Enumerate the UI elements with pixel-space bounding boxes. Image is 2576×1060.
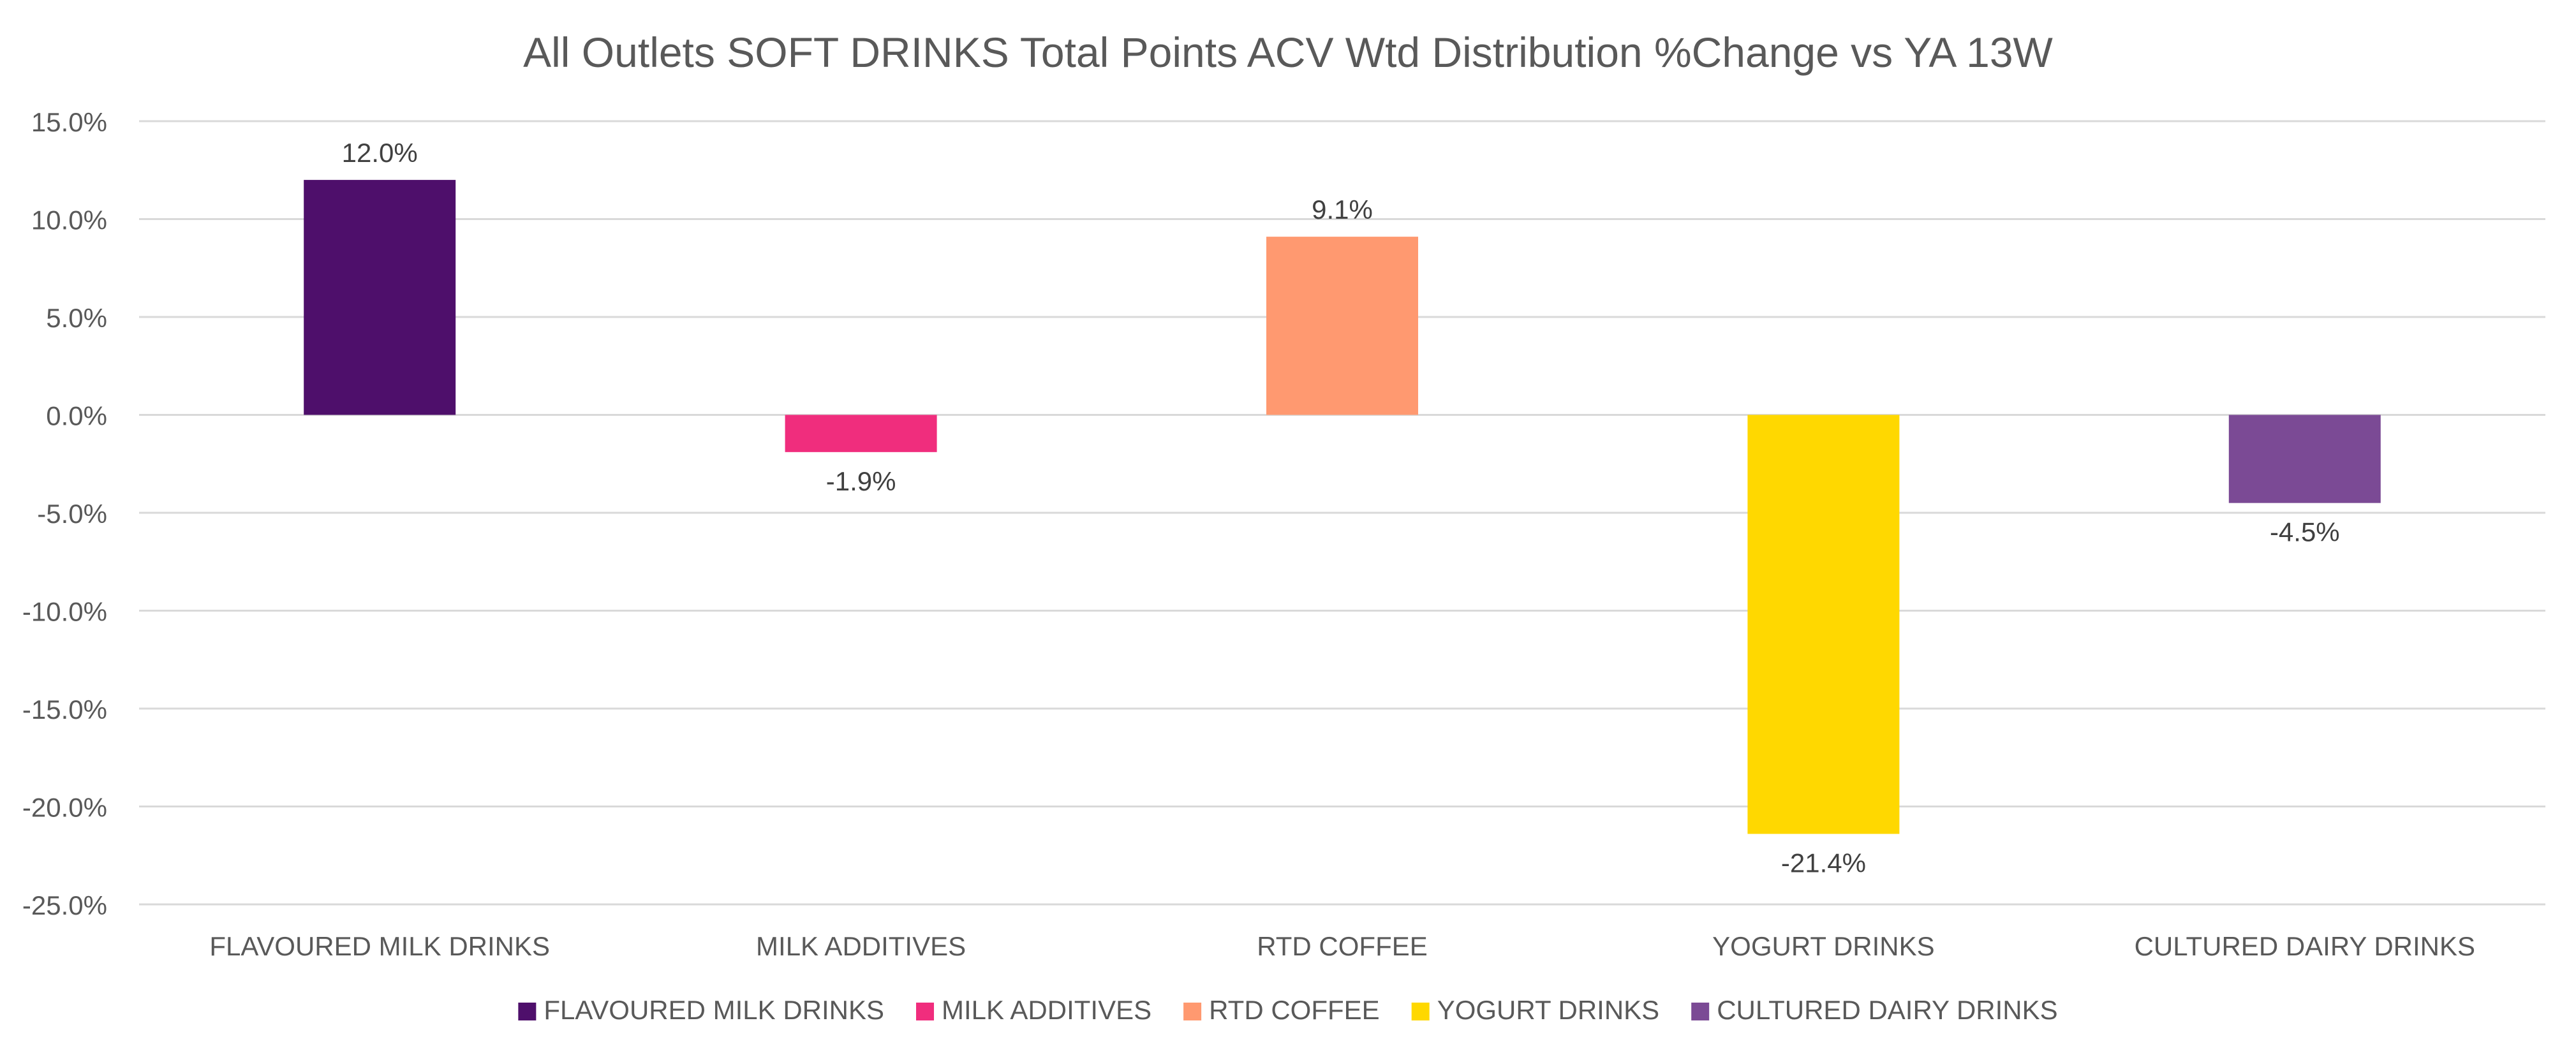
x-tick-label: MILK ADDITIVES bbox=[756, 931, 966, 961]
chart-title: All Outlets SOFT DRINKS Total Points ACV… bbox=[523, 29, 2053, 76]
data-label: 12.0% bbox=[342, 138, 418, 168]
legend-swatch bbox=[1183, 1003, 1202, 1020]
y-tick-label: -20.0% bbox=[22, 793, 107, 823]
bar bbox=[2228, 415, 2381, 503]
bar bbox=[785, 415, 937, 452]
legend-label: FLAVOURED MILK DRINKS bbox=[544, 995, 884, 1025]
y-axis-tick-labels: 15.0% 10.0% 5.0% 0.0% -5.0% -10.0% -15.0% -20.0… bbox=[22, 107, 107, 920]
y-tick-label: -5.0% bbox=[37, 499, 107, 529]
legend-swatch bbox=[1411, 1003, 1430, 1020]
legend-item[interactable]: MILK ADDITIVES bbox=[916, 995, 1151, 1025]
y-tick-label: 5.0% bbox=[46, 303, 107, 333]
y-tick-label: 10.0% bbox=[31, 205, 107, 235]
legend-swatch bbox=[1691, 1003, 1710, 1020]
legend-label: CULTURED DAIRY DRINKS bbox=[1717, 995, 2057, 1025]
bar bbox=[1747, 415, 1900, 834]
x-tick-label: YOGURT DRINKS bbox=[1712, 931, 1935, 961]
bars bbox=[304, 180, 2381, 834]
y-tick-label: 0.0% bbox=[46, 401, 107, 431]
legend-item[interactable]: FLAVOURED MILK DRINKS bbox=[518, 995, 884, 1025]
data-label: -1.9% bbox=[826, 466, 896, 496]
x-axis-tick-labels: FLAVOURED MILK DRINKS MILK ADDITIVES RTD C… bbox=[209, 931, 2475, 961]
data-label: -4.5% bbox=[2270, 517, 2340, 547]
legend-item[interactable]: YOGURT DRINKS bbox=[1411, 995, 1660, 1025]
y-tick-label: -10.0% bbox=[22, 597, 107, 627]
y-tick-label: 15.0% bbox=[31, 107, 107, 137]
y-tick-label: -25.0% bbox=[22, 890, 107, 920]
legend[interactable]: FLAVOURED MILK DRINKS MILK ADDITIVES RTD C… bbox=[518, 995, 2058, 1025]
x-tick-label: FLAVOURED MILK DRINKS bbox=[209, 931, 550, 961]
legend-label: RTD COFFEE bbox=[1209, 995, 1380, 1025]
gridlines bbox=[139, 120, 2545, 906]
legend-label: MILK ADDITIVES bbox=[942, 995, 1151, 1025]
data-label: 9.1% bbox=[1312, 195, 1373, 225]
legend-label: YOGURT DRINKS bbox=[1437, 995, 1660, 1025]
data-labels: 12.0% -1.9% 9.1% -21.4% -4.5% bbox=[342, 138, 2340, 878]
bar bbox=[1266, 237, 1418, 415]
bar bbox=[304, 180, 456, 415]
legend-item[interactable]: RTD COFFEE bbox=[1183, 995, 1380, 1025]
legend-swatch bbox=[916, 1003, 935, 1020]
y-tick-label: -15.0% bbox=[22, 695, 107, 725]
x-tick-label: RTD COFFEE bbox=[1257, 931, 1428, 961]
legend-swatch bbox=[518, 1003, 537, 1020]
legend-item[interactable]: CULTURED DAIRY DRINKS bbox=[1691, 995, 2058, 1025]
data-label: -21.4% bbox=[1781, 848, 1866, 878]
x-tick-label: CULTURED DAIRY DRINKS bbox=[2135, 931, 2475, 961]
